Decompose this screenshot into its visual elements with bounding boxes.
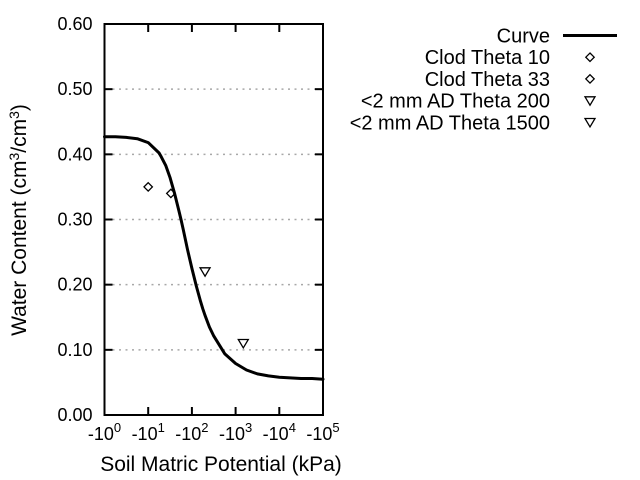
plot-frame	[103, 23, 324, 416]
legend-item: Clod Theta 33	[425, 69, 596, 91]
legend-label: Curve	[497, 26, 550, 48]
y-tick-label: 0.40	[57, 144, 92, 164]
y-tick-label: 0.50	[57, 79, 92, 99]
data-point-clod-theta-33	[165, 188, 176, 199]
legend-item: <2 mm AD Theta 1500	[350, 112, 597, 134]
x-tick-label: -100	[88, 420, 121, 444]
legend-label: <2 mm AD Theta 1500	[350, 112, 550, 134]
x-tick-label: -103	[219, 420, 252, 444]
x-tick-label: -105	[306, 420, 339, 444]
legend-label: Clod Theta 10	[425, 47, 550, 69]
x-tick-label: -102	[175, 420, 208, 444]
legend-item: Curve	[497, 26, 617, 48]
legend-label: Clod Theta 33	[425, 69, 550, 91]
data-point-2-mm-ad-theta-1500	[237, 338, 250, 350]
y-tick-label: 0.20	[57, 275, 92, 295]
retention-curve-line	[103, 135, 325, 381]
x-tick-label: -101	[132, 420, 165, 444]
axis-ticks-layer	[103, 23, 324, 416]
y-tick-label: 0.10	[57, 340, 92, 360]
legend-marker-diamond-icon	[584, 52, 596, 63]
gridlines-layer	[106, 88, 322, 351]
x-axis-title: Soil Matric Potential (kPa)	[100, 453, 342, 476]
y-tick-label: 0.00	[57, 405, 92, 425]
legend-label: <2 mm AD Theta 200	[361, 91, 550, 113]
legend-marker-diamond-icon	[584, 73, 596, 85]
y-axis-title: Water Content (cm3/cm3)	[6, 104, 31, 336]
data-point-clod-theta-10	[143, 181, 154, 193]
data-point-2-mm-ad-theta-200	[198, 267, 212, 278]
y-tick-label: 0.30	[57, 210, 92, 230]
x-tick-label: -104	[263, 420, 296, 444]
legend-item: Clod Theta 10	[425, 47, 596, 69]
y-tick-label: 0.60	[57, 14, 92, 34]
curve-layer	[103, 135, 325, 381]
legend-item: <2 mm AD Theta 200	[361, 91, 597, 113]
axis-titles-layer: Soil Matric Potential (kPa) Water Conten…	[6, 104, 342, 476]
tick-labels-layer: 0.00 0.10 0.20 0.30 0.40 0.50 0.60 -100 -101 -102…	[57, 14, 339, 444]
legend-marker-triangle-down-icon	[583, 96, 597, 107]
data-points-layer	[143, 181, 250, 350]
legend-marker-triangle-down-icon	[583, 117, 597, 129]
